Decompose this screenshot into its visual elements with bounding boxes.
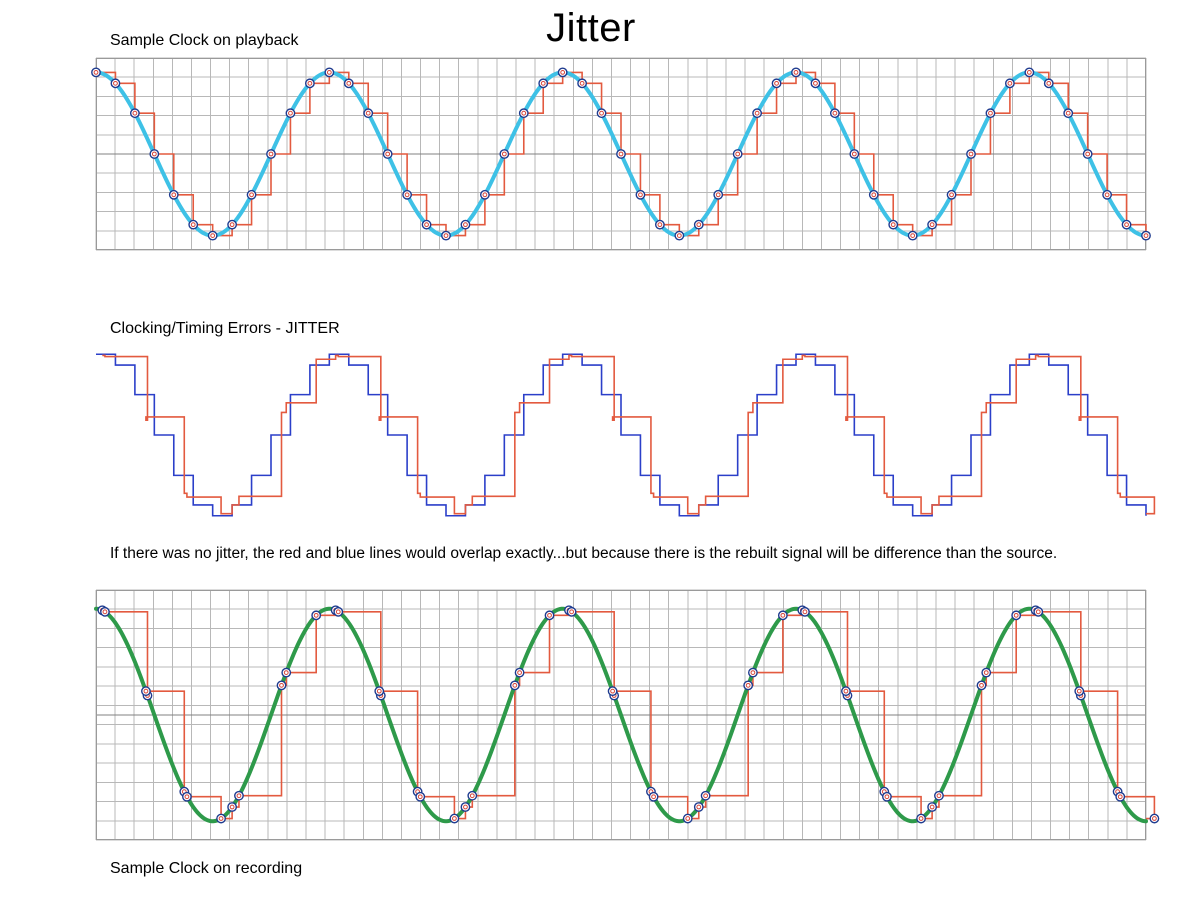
chart-recording bbox=[96, 590, 1146, 840]
label-errors: Clocking/Timing Errors - JITTER bbox=[110, 320, 340, 338]
label-playback: Sample Clock on playback bbox=[110, 32, 299, 50]
chart-jitter bbox=[96, 340, 1146, 530]
label-recording: Sample Clock on recording bbox=[110, 860, 302, 878]
caption: If there was no jitter, the red and blue… bbox=[110, 545, 1057, 563]
chart-playback bbox=[96, 58, 1146, 250]
